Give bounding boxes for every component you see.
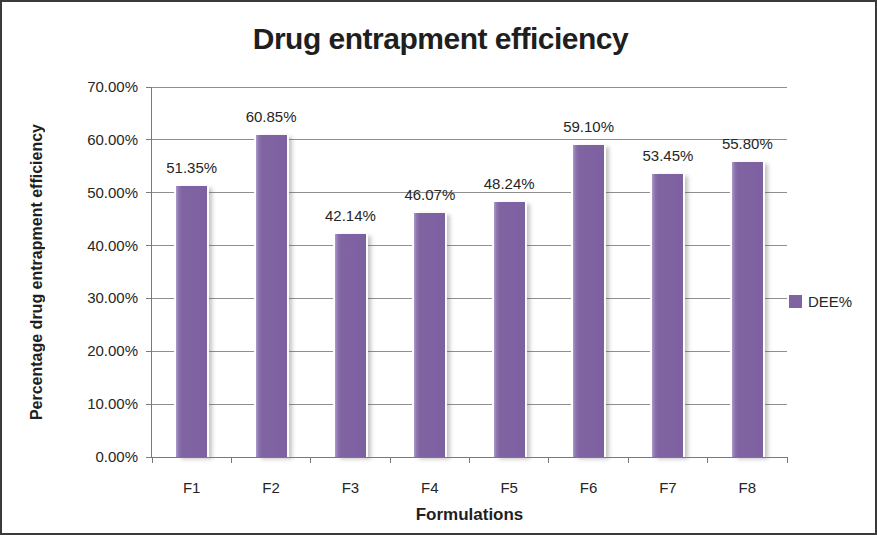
gridline bbox=[152, 351, 787, 352]
x-axis-tick bbox=[787, 457, 788, 463]
y-axis-tick bbox=[146, 298, 151, 299]
legend-label: DEE% bbox=[808, 293, 852, 310]
chart-frame: Drug entrapment efficiency Percentage dr… bbox=[0, 0, 877, 535]
bar bbox=[652, 174, 683, 457]
x-tick-label: F1 bbox=[152, 479, 231, 497]
gridline bbox=[152, 87, 787, 88]
bar bbox=[573, 145, 604, 457]
y-axis-tick bbox=[146, 87, 151, 88]
y-tick-label: 30.00% bbox=[60, 289, 138, 307]
y-axis-tick bbox=[146, 404, 151, 405]
y-axis-tick bbox=[146, 245, 151, 246]
y-tick-label: 60.00% bbox=[60, 131, 138, 149]
x-tick-label: F6 bbox=[549, 479, 628, 497]
y-axis-line bbox=[151, 87, 152, 457]
bar-value-label: 55.80% bbox=[705, 135, 789, 153]
x-axis-tick bbox=[707, 457, 708, 463]
chart-title: Drug entrapment efficiency bbox=[2, 22, 877, 56]
bar bbox=[176, 186, 207, 457]
y-axis-title-text: Percentage drug entrapment efficiency bbox=[28, 124, 46, 420]
x-axis-tick bbox=[310, 457, 311, 463]
plot-area: 51.35% 60.85% 42.14% 46.07%48.24% 59.10% 53.4… bbox=[152, 87, 787, 457]
bar-value-label: 42.14% bbox=[308, 207, 392, 225]
gridline bbox=[152, 139, 787, 140]
bar-value-label: 53.45% bbox=[626, 147, 710, 165]
legend-swatch bbox=[789, 295, 802, 308]
bar bbox=[335, 234, 366, 457]
x-tick-label: F5 bbox=[470, 479, 549, 497]
bar bbox=[494, 202, 525, 457]
y-axis-tick bbox=[146, 457, 151, 458]
y-axis-tick bbox=[146, 351, 151, 352]
y-axis-tick bbox=[146, 139, 151, 140]
y-tick-label: 0.00% bbox=[60, 448, 138, 466]
bar-value-label: 59.10% bbox=[547, 118, 631, 136]
y-tick-label: 20.00% bbox=[60, 342, 138, 360]
y-axis-tick bbox=[146, 192, 151, 193]
x-tick-label: F2 bbox=[231, 479, 310, 497]
x-axis-title: Formulations bbox=[152, 505, 787, 525]
x-tick-label: F4 bbox=[390, 479, 469, 497]
bar-value-label: 51.35% bbox=[150, 159, 234, 177]
x-tick-label: F8 bbox=[708, 479, 787, 497]
gridline bbox=[152, 298, 787, 299]
x-axis-tick bbox=[548, 457, 549, 463]
y-tick-label: 40.00% bbox=[60, 237, 138, 255]
bar-value-label: 60.85% bbox=[229, 108, 313, 126]
bar-value-label: 48.24% bbox=[467, 175, 551, 193]
x-tick-label: F3 bbox=[311, 479, 390, 497]
bar bbox=[732, 162, 763, 457]
x-axis-tick bbox=[152, 457, 153, 463]
gridline bbox=[152, 245, 787, 246]
x-axis-tick bbox=[231, 457, 232, 463]
bar bbox=[414, 213, 445, 457]
x-axis-tick bbox=[390, 457, 391, 463]
y-axis-title: Percentage drug entrapment efficiency bbox=[22, 87, 52, 457]
y-tick-label: 70.00% bbox=[60, 78, 138, 96]
x-tick-label: F7 bbox=[628, 479, 707, 497]
y-tick-label: 50.00% bbox=[60, 184, 138, 202]
y-tick-label: 10.00% bbox=[60, 395, 138, 413]
legend: DEE% bbox=[789, 293, 852, 310]
x-axis-tick bbox=[469, 457, 470, 463]
bar bbox=[256, 135, 287, 457]
x-axis-tick bbox=[628, 457, 629, 463]
gridline bbox=[152, 404, 787, 405]
bar-value-label: 46.07% bbox=[388, 186, 472, 204]
